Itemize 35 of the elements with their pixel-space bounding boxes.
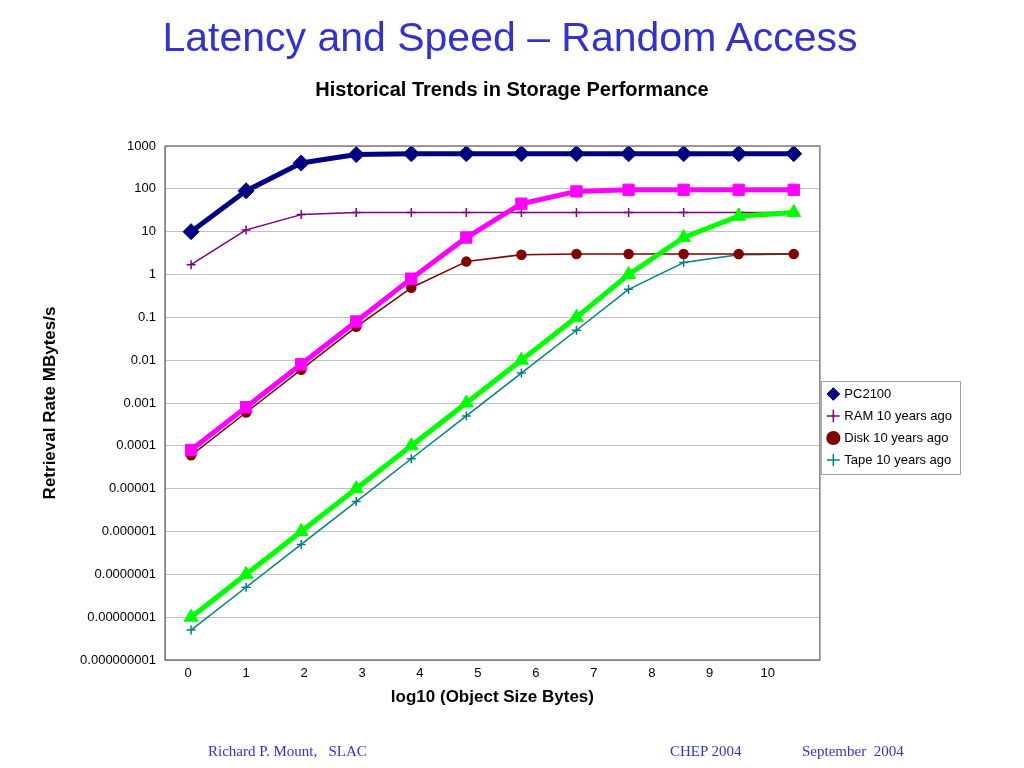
x-tick-label: 0 bbox=[184, 665, 192, 681]
y-tick-label: 0.01 bbox=[130, 351, 156, 367]
y-tick-label: 0.1 bbox=[137, 308, 156, 324]
x-tick-label: 7 bbox=[590, 665, 598, 681]
x-tick-label: 8 bbox=[648, 665, 656, 681]
x-tick-label: 6 bbox=[532, 665, 540, 681]
y-tick-label: 0.0001 bbox=[116, 437, 156, 453]
x-tick-label: 1 bbox=[242, 665, 250, 681]
x-axis-title: log10 (Object Size Bytes) bbox=[390, 687, 594, 707]
y-tick-label: 0.000000001 bbox=[80, 651, 156, 667]
y-tick-label: 100 bbox=[134, 180, 156, 196]
y-tick-label: 10 bbox=[141, 223, 156, 239]
chart-subtitle: Historical Trends in Storage Performance bbox=[314, 78, 710, 101]
x-tick-label: 2 bbox=[300, 665, 308, 681]
y-axis-title: Retrieval Rate MBytes/s bbox=[39, 306, 59, 500]
y-tick-label: 1 bbox=[148, 266, 156, 282]
legend-label: RAM 10 years ago bbox=[844, 407, 953, 423]
legend-label: PC2100 bbox=[844, 385, 892, 401]
y-tick-label: 0.00000001 bbox=[87, 608, 156, 624]
legend-label: Tape 10 years ago bbox=[844, 451, 952, 467]
x-tick-label: 3 bbox=[358, 665, 366, 681]
x-tick-label: 10 bbox=[760, 665, 775, 681]
text: Richard P. Mount, SLAC bbox=[208, 743, 367, 760]
x-tick-label: 9 bbox=[706, 665, 714, 681]
text: CHEP 2004 bbox=[670, 743, 742, 760]
x-tick-label: 5 bbox=[474, 665, 482, 681]
text: September 2004 bbox=[802, 743, 904, 760]
y-tick-label: 0.000001 bbox=[101, 523, 156, 539]
x-tick-label: 4 bbox=[416, 665, 424, 681]
y-tick-label: 0.001 bbox=[123, 394, 156, 410]
chart-title: Latency and Speed – Random Access bbox=[161, 14, 859, 61]
y-tick-label: 0.0000001 bbox=[94, 565, 156, 581]
y-tick-label: 0.00001 bbox=[109, 480, 156, 496]
legend-label: Disk 10 years ago bbox=[844, 429, 949, 445]
y-tick-label: 1000 bbox=[127, 137, 156, 153]
